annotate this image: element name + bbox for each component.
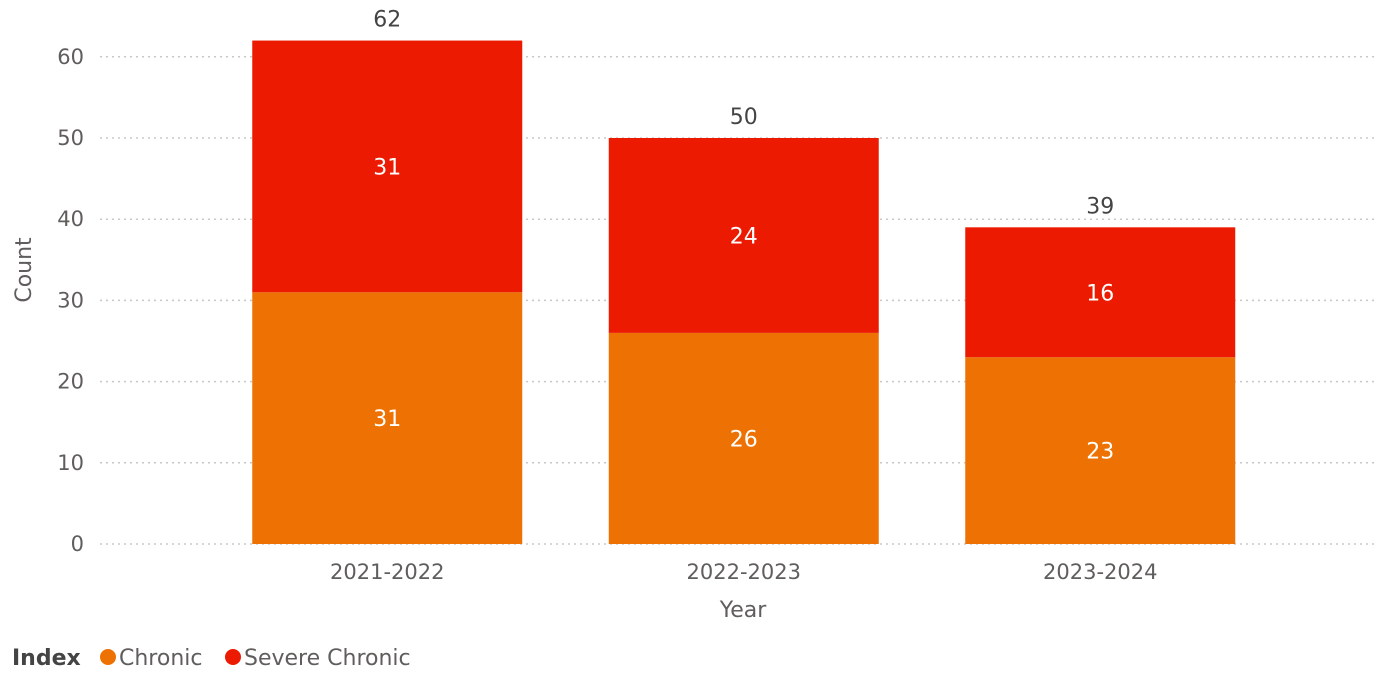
legend-label-chronic: Chronic — [119, 646, 202, 669]
legend-label-severe-chronic: Severe Chronic — [244, 646, 411, 669]
y-tick-label: 0 — [71, 532, 84, 556]
y-tick-label: 40 — [57, 207, 84, 231]
total-label: 50 — [730, 105, 758, 130]
y-axis-ticks: 0 10 20 30 40 50 60 — [57, 45, 84, 556]
y-tick-label: 30 — [57, 288, 84, 312]
legend-title: Index — [12, 646, 81, 669]
bar-severe-chronic — [252, 40, 523, 293]
data-label-severe-chronic: 31 — [373, 155, 401, 180]
x-tick-label: 2021-2022 — [330, 560, 444, 584]
bar-chronic — [252, 292, 523, 544]
legend: Index Chronic Severe Chronic — [12, 646, 411, 671]
y-axis-title: Count — [12, 237, 37, 303]
bar-chronic — [608, 332, 879, 544]
x-axis-title: Year — [719, 598, 768, 623]
total-label: 39 — [1086, 194, 1114, 219]
data-label-chronic: 23 — [1086, 440, 1114, 465]
y-tick-label: 20 — [57, 370, 84, 394]
total-label: 62 — [373, 8, 401, 33]
y-tick-label: 50 — [57, 126, 84, 150]
x-axis-ticks: 2021-2022 2022-2023 2023-2024 — [330, 560, 1157, 584]
data-label-severe-chronic: 16 — [1086, 281, 1114, 306]
y-tick-label: 10 — [57, 451, 84, 475]
data-labels: 31 31 62 26 24 50 23 16 39 — [373, 8, 1114, 465]
legend-marker-severe-chronic — [225, 649, 241, 665]
x-tick-label: 2022-2023 — [687, 560, 801, 584]
data-label-chronic: 31 — [373, 407, 401, 432]
bar-severe-chronic — [965, 227, 1236, 358]
legend-marker-chronic — [100, 649, 116, 665]
x-tick-label: 2023-2024 — [1043, 560, 1157, 584]
data-label-chronic: 26 — [730, 427, 758, 452]
bar-chronic — [965, 357, 1236, 544]
bar-severe-chronic — [608, 138, 879, 333]
y-tick-label: 60 — [57, 45, 84, 69]
data-label-severe-chronic: 24 — [730, 224, 758, 249]
bars — [252, 40, 1236, 544]
